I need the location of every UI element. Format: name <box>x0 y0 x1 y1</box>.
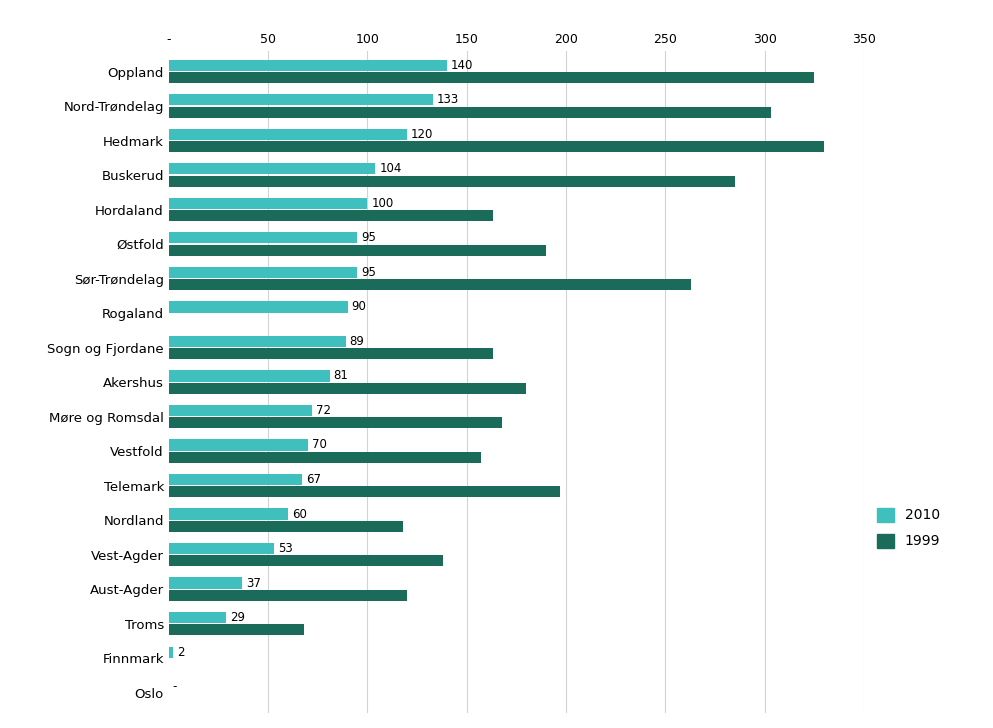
Bar <box>169 543 274 554</box>
Bar <box>169 95 433 106</box>
Text: 70: 70 <box>312 438 327 451</box>
Bar <box>169 198 367 209</box>
Bar <box>169 383 526 394</box>
Bar <box>169 301 348 312</box>
Bar <box>169 612 226 623</box>
Text: 81: 81 <box>334 370 349 382</box>
Text: 104: 104 <box>379 162 402 175</box>
Bar <box>169 577 242 588</box>
Bar <box>169 625 304 636</box>
Bar <box>169 474 302 485</box>
Text: 90: 90 <box>352 301 366 314</box>
Text: 72: 72 <box>316 404 331 417</box>
Text: 89: 89 <box>350 335 364 348</box>
Text: 140: 140 <box>451 59 474 72</box>
Text: 2: 2 <box>177 646 185 659</box>
Bar <box>169 60 447 71</box>
Legend: 2010, 1999: 2010, 1999 <box>870 501 947 555</box>
Bar <box>169 72 814 84</box>
Text: 100: 100 <box>371 197 393 210</box>
Bar <box>169 555 443 566</box>
Text: 29: 29 <box>230 611 245 624</box>
Bar <box>169 486 560 497</box>
Bar <box>169 245 546 256</box>
Text: 37: 37 <box>246 577 261 590</box>
Bar <box>169 336 346 347</box>
Text: 67: 67 <box>306 473 321 486</box>
Text: 133: 133 <box>437 93 459 106</box>
Bar <box>169 417 502 429</box>
Bar <box>169 267 357 278</box>
Text: 95: 95 <box>361 266 376 279</box>
Bar <box>169 440 308 451</box>
Text: 120: 120 <box>411 128 434 141</box>
Bar <box>169 590 407 601</box>
Bar <box>169 129 407 140</box>
Bar <box>169 210 493 221</box>
Bar <box>169 107 771 118</box>
Text: 53: 53 <box>278 542 293 555</box>
Bar <box>169 141 824 152</box>
Bar <box>169 371 330 381</box>
Bar <box>169 232 357 243</box>
Text: 95: 95 <box>361 232 376 245</box>
Bar <box>169 405 312 416</box>
Bar <box>169 646 173 657</box>
Bar <box>169 280 691 290</box>
Bar <box>169 164 375 175</box>
Bar <box>169 349 493 360</box>
Text: 60: 60 <box>292 507 307 521</box>
Bar <box>169 508 288 520</box>
Bar <box>169 176 735 187</box>
Bar <box>169 521 403 532</box>
Bar <box>169 452 481 463</box>
Text: -: - <box>173 680 177 693</box>
